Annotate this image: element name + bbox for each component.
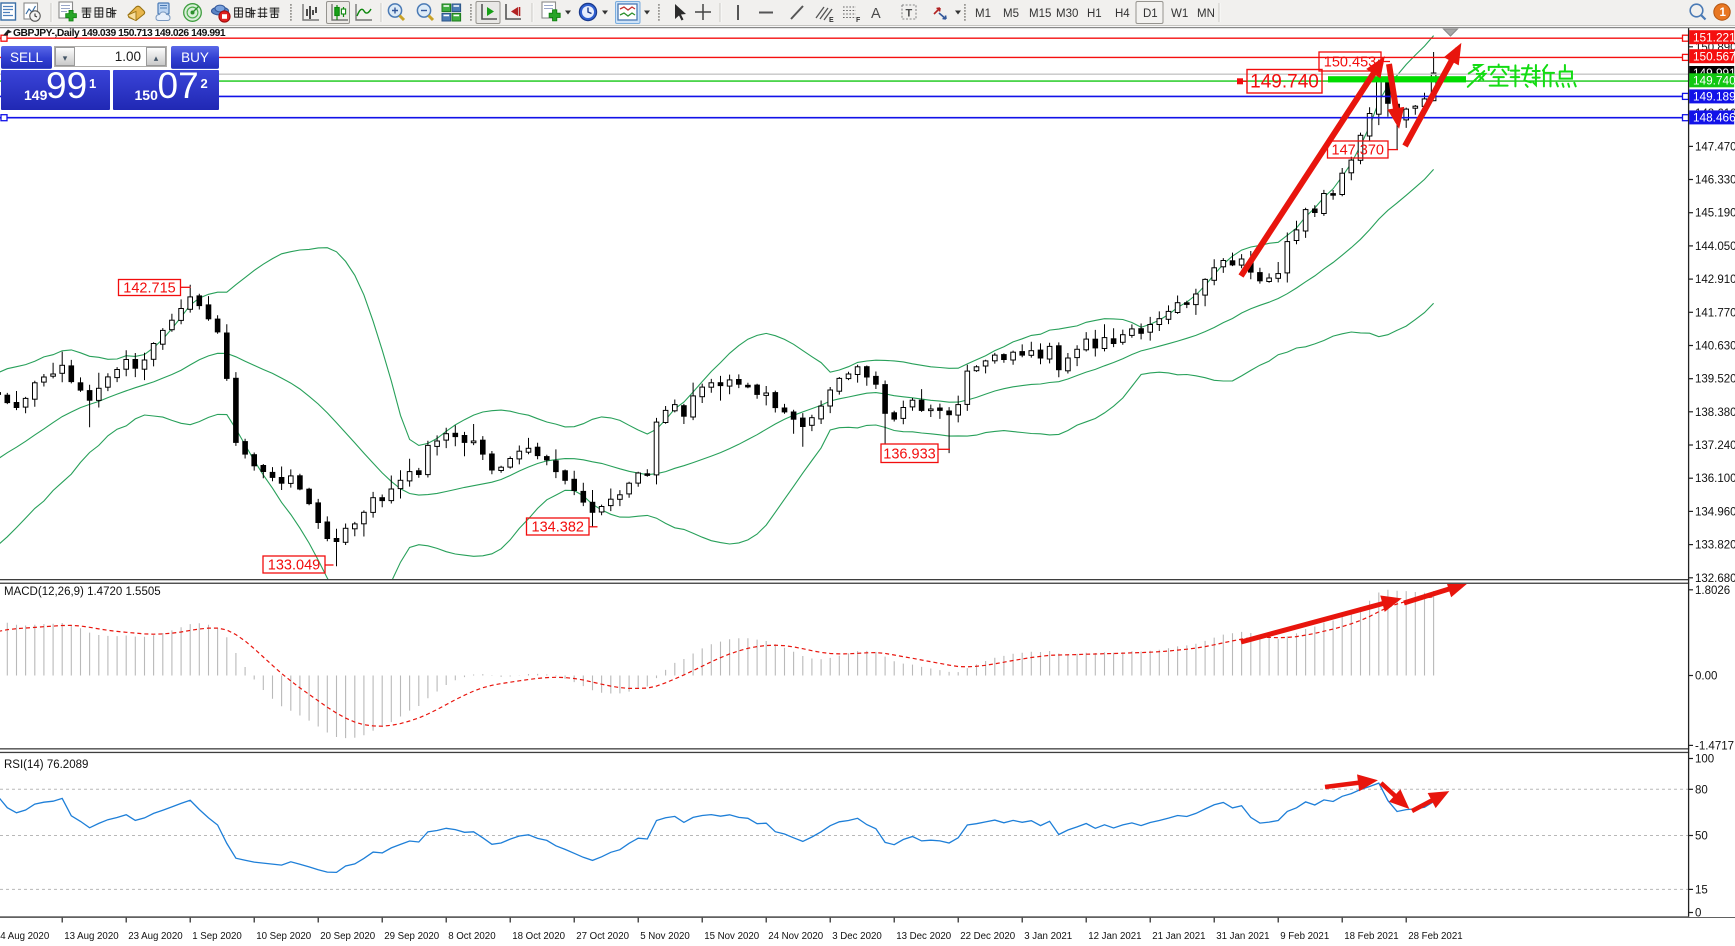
svg-text:15: 15 bbox=[1695, 884, 1708, 896]
svg-text:21 Jan 2021: 21 Jan 2021 bbox=[1152, 931, 1205, 942]
svg-text:146.330: 146.330 bbox=[1695, 175, 1735, 187]
svg-text:149.189: 149.189 bbox=[1693, 90, 1735, 104]
svg-text:31 Jan 2021: 31 Jan 2021 bbox=[1216, 931, 1269, 942]
svg-text:18 Feb 2021: 18 Feb 2021 bbox=[1344, 931, 1398, 942]
svg-text:50: 50 bbox=[1695, 831, 1708, 843]
svg-text:133.049: 133.049 bbox=[268, 558, 320, 574]
svg-text:142.715: 142.715 bbox=[123, 281, 175, 297]
svg-text:23 Aug 2020: 23 Aug 2020 bbox=[128, 931, 183, 942]
svg-text:H1: H1 bbox=[1087, 8, 1102, 20]
svg-text:12 Jan 2021: 12 Jan 2021 bbox=[1088, 931, 1141, 942]
svg-text:3 Jan 2021: 3 Jan 2021 bbox=[1024, 931, 1072, 942]
svg-text:147.470: 147.470 bbox=[1695, 141, 1735, 153]
svg-text:132.680: 132.680 bbox=[1695, 573, 1735, 585]
svg-text:141.770: 141.770 bbox=[1695, 307, 1735, 319]
svg-text:A: A bbox=[871, 6, 881, 22]
svg-text:100: 100 bbox=[1695, 754, 1714, 766]
svg-text:13 Aug 2020: 13 Aug 2020 bbox=[64, 931, 119, 942]
svg-text:18 Oct 2020: 18 Oct 2020 bbox=[512, 931, 565, 942]
svg-text:M15: M15 bbox=[1029, 8, 1051, 20]
svg-text:134.960: 134.960 bbox=[1695, 506, 1735, 518]
svg-text:150.453: 150.453 bbox=[1324, 55, 1376, 71]
svg-text:MN: MN bbox=[1197, 8, 1215, 20]
svg-text:MACD(12,26,9) 1.4720 1.5505: MACD(12,26,9) 1.4720 1.5505 bbox=[4, 586, 161, 598]
svg-text:140.630: 140.630 bbox=[1695, 341, 1735, 353]
svg-text:134.382: 134.382 bbox=[532, 520, 584, 536]
svg-text:149.740: 149.740 bbox=[1250, 72, 1319, 93]
svg-text:8 Oct 2020: 8 Oct 2020 bbox=[448, 931, 496, 942]
svg-text:144.050: 144.050 bbox=[1695, 241, 1735, 253]
svg-text:20 Sep 2020: 20 Sep 2020 bbox=[320, 931, 376, 942]
svg-text:F: F bbox=[856, 17, 861, 24]
svg-text:133.820: 133.820 bbox=[1695, 540, 1735, 552]
svg-text:1 Sep 2020: 1 Sep 2020 bbox=[192, 931, 242, 942]
svg-text:W1: W1 bbox=[1171, 8, 1188, 20]
svg-text:10 Sep 2020: 10 Sep 2020 bbox=[256, 931, 312, 942]
svg-text:5 Nov 2020: 5 Nov 2020 bbox=[640, 931, 690, 942]
svg-text:148.466: 148.466 bbox=[1693, 111, 1735, 125]
svg-text:4 Aug 2020: 4 Aug 2020 bbox=[0, 931, 50, 942]
svg-text:H4: H4 bbox=[1115, 8, 1130, 20]
svg-text:136.100: 136.100 bbox=[1695, 473, 1735, 485]
svg-text:22 Dec 2020: 22 Dec 2020 bbox=[960, 931, 1016, 942]
svg-text:29 Sep 2020: 29 Sep 2020 bbox=[384, 931, 440, 942]
svg-text:1: 1 bbox=[1720, 7, 1727, 19]
svg-text:80: 80 bbox=[1695, 784, 1708, 796]
svg-text:1.8026: 1.8026 bbox=[1695, 585, 1730, 597]
svg-text:151.221: 151.221 bbox=[1693, 30, 1735, 44]
svg-text:15 Nov 2020: 15 Nov 2020 bbox=[704, 931, 760, 942]
svg-text:M1: M1 bbox=[975, 8, 991, 20]
svg-text:27 Oct 2020: 27 Oct 2020 bbox=[576, 931, 629, 942]
svg-text:24 Nov 2020: 24 Nov 2020 bbox=[768, 931, 824, 942]
svg-text:0.00: 0.00 bbox=[1695, 671, 1717, 683]
svg-text:139.520: 139.520 bbox=[1695, 374, 1735, 386]
svg-text:GBPJPY-,Daily 149.039 150.713: GBPJPY-,Daily 149.039 150.713 149.026 14… bbox=[13, 28, 226, 39]
svg-text:-1.4717: -1.4717 bbox=[1695, 740, 1734, 752]
svg-text:E: E bbox=[829, 17, 834, 24]
svg-text:147.370: 147.370 bbox=[1332, 143, 1384, 159]
svg-text:9 Feb 2021: 9 Feb 2021 bbox=[1280, 931, 1329, 942]
svg-text:M30: M30 bbox=[1056, 8, 1078, 20]
svg-text:136.933: 136.933 bbox=[883, 446, 935, 462]
svg-text:137.240: 137.240 bbox=[1695, 440, 1735, 452]
svg-text:T: T bbox=[906, 8, 913, 20]
svg-text:M5: M5 bbox=[1003, 8, 1019, 20]
svg-text:145.190: 145.190 bbox=[1695, 208, 1735, 220]
svg-text:142.910: 142.910 bbox=[1695, 274, 1735, 286]
svg-text:0: 0 bbox=[1695, 908, 1701, 920]
svg-text:RSI(14) 76.2089: RSI(14) 76.2089 bbox=[4, 759, 88, 771]
svg-text:149.740: 149.740 bbox=[1693, 74, 1735, 88]
svg-text:150.567: 150.567 bbox=[1693, 49, 1735, 63]
svg-text:13 Dec 2020: 13 Dec 2020 bbox=[896, 931, 952, 942]
svg-text:138.380: 138.380 bbox=[1695, 407, 1735, 419]
svg-text:28 Feb 2021: 28 Feb 2021 bbox=[1408, 931, 1462, 942]
svg-text:3 Dec 2020: 3 Dec 2020 bbox=[832, 931, 882, 942]
svg-text:D1: D1 bbox=[1143, 8, 1158, 20]
